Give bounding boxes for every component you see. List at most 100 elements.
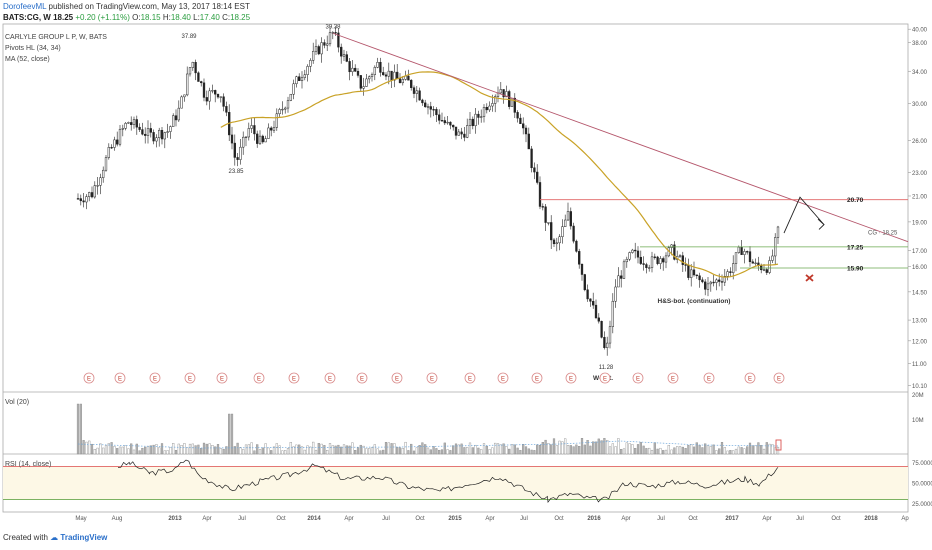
volume-bar	[547, 443, 550, 455]
created-with: Created with	[3, 533, 48, 542]
volume-bar	[88, 440, 91, 455]
candle-body	[384, 74, 388, 77]
candle-body	[242, 136, 245, 148]
earnings-marker-icon[interactable]	[703, 372, 715, 384]
main-legend-title: CARLYLE GROUP L P, W, BATS	[5, 34, 107, 41]
earnings-marker-icon[interactable]	[216, 372, 228, 384]
earnings-marker-icon[interactable]	[773, 372, 785, 384]
candle-body	[732, 263, 735, 273]
earnings-marker-label: E	[468, 377, 472, 383]
volume-bar	[737, 446, 740, 455]
volume-bar	[309, 446, 312, 455]
volume-bar	[667, 444, 670, 455]
pivot-label: 11.28	[599, 365, 614, 371]
candle-body	[435, 109, 438, 116]
volume-bar	[270, 450, 273, 455]
candle-body	[88, 192, 91, 197]
volume-bar	[516, 447, 519, 455]
earnings-marker-icon[interactable]	[497, 372, 509, 384]
volume-bar	[687, 445, 690, 455]
earnings-marker-label: E	[328, 377, 332, 383]
earnings-marker-icon[interactable]	[288, 372, 300, 384]
candle-body	[429, 106, 432, 110]
earnings-marker-icon[interactable]	[667, 372, 679, 384]
time-tick-label: 2014	[307, 516, 321, 522]
earnings-marker-icon[interactable]	[632, 372, 644, 384]
earnings-marker-icon[interactable]	[426, 372, 438, 384]
vol-tick-label: 10M	[912, 418, 924, 424]
volume-bar	[244, 444, 248, 455]
volume-bar	[715, 450, 718, 455]
forecast-arrow-head	[817, 218, 825, 230]
volume-bar	[183, 443, 186, 455]
tradingview-brand[interactable]: TradingView	[60, 533, 108, 542]
volume-bar	[292, 446, 295, 455]
earnings-marker-icon[interactable]	[464, 372, 476, 384]
volume-bar	[583, 444, 586, 455]
earnings-marker-icon[interactable]	[184, 372, 196, 384]
volume-bar	[373, 444, 376, 455]
candle-body	[594, 304, 598, 319]
candle-body	[583, 274, 586, 291]
earnings-marker-icon[interactable]	[531, 372, 543, 384]
candle-body	[93, 185, 96, 198]
candle-body	[622, 261, 626, 279]
candle-body	[208, 90, 211, 102]
symbol-label: BATS:CG, W	[3, 13, 51, 22]
trendline[interactable]	[332, 32, 909, 243]
open-label: O:	[132, 13, 141, 22]
volume-bar	[258, 449, 262, 455]
volume-bar	[519, 450, 522, 455]
candle-body	[533, 167, 536, 173]
candle-body	[118, 128, 122, 145]
earnings-marker-icon[interactable]	[744, 372, 756, 384]
volume-bar	[558, 440, 561, 455]
volume-bar	[466, 447, 469, 455]
candle-body	[718, 279, 721, 282]
volume-bar	[205, 443, 208, 455]
candle-body	[631, 249, 634, 253]
volume-bar	[684, 448, 687, 455]
rsi-pane[interactable]	[3, 459, 908, 504]
earnings-marker-icon[interactable]	[356, 372, 368, 384]
volume-bar	[370, 447, 374, 455]
volume-bar	[566, 445, 570, 455]
volume-bar	[734, 448, 738, 455]
candle-body	[446, 121, 449, 124]
candle-body	[645, 264, 648, 268]
time-tick-label: Aug	[112, 516, 123, 522]
candle-body	[771, 255, 774, 261]
time-tick-label: Oct	[276, 516, 286, 522]
candle-body	[505, 91, 508, 98]
candle-body	[250, 125, 253, 129]
rsi-legend: RSI (14, close)	[5, 461, 51, 468]
candle-body	[158, 129, 161, 139]
earnings-marker-icon[interactable]	[149, 372, 161, 384]
candle-body	[748, 251, 752, 262]
last-volume-highlight	[775, 439, 782, 451]
earnings-marker-icon[interactable]	[324, 372, 336, 384]
candle-body	[566, 211, 570, 221]
volume-bar	[522, 444, 525, 455]
volume-pane[interactable]	[76, 403, 782, 455]
volume-bar	[286, 448, 290, 455]
earnings-marker-icon[interactable]	[253, 372, 265, 384]
earnings-marker-icon[interactable]	[391, 372, 403, 384]
volume-bar	[225, 446, 228, 455]
author-link[interactable]: DorofeevML	[3, 2, 47, 11]
candle-body	[558, 236, 561, 244]
volume-bar	[303, 449, 306, 455]
volume-bar	[298, 444, 301, 455]
candle-body	[614, 286, 617, 302]
volume-bar	[124, 445, 127, 455]
candle-body	[300, 77, 304, 81]
earnings-marker-icon[interactable]	[565, 372, 577, 384]
price-pane[interactable]: 20.70 17.25 15.90 CG · 18.25 37.89 39.38 23.85…	[76, 24, 909, 384]
earnings-marker-icon[interactable]	[114, 372, 126, 384]
earnings-marker-icon[interactable]	[599, 372, 611, 384]
candle-body	[564, 219, 567, 227]
volume-bar	[82, 440, 85, 455]
earnings-marker-icon[interactable]	[83, 372, 95, 384]
chart-canvas[interactable]: 20.70 17.25 15.90 CG · 18.25 37.89 39.38 23.85…	[0, 22, 932, 533]
high-value: 18.40	[170, 13, 191, 22]
